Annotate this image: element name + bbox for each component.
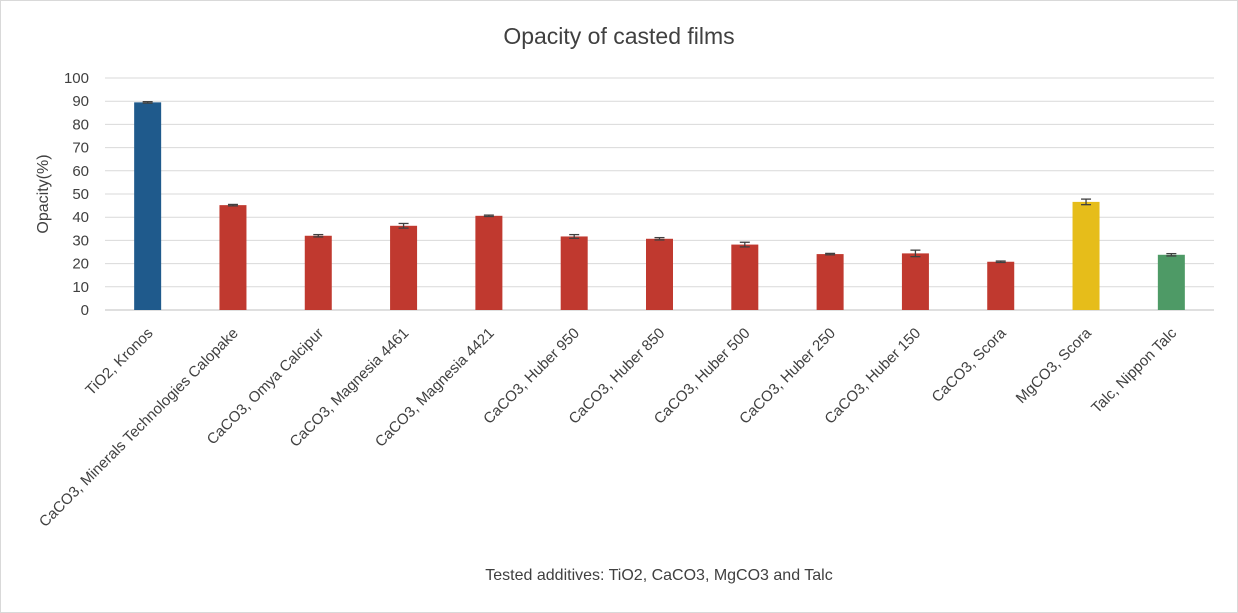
y-tick-label: 10 xyxy=(72,279,89,296)
error-bar xyxy=(227,203,238,207)
error-bar xyxy=(910,249,921,258)
bar xyxy=(646,238,673,310)
x-tick-label: CaCO3, Huber 150 xyxy=(821,325,924,428)
bar xyxy=(1072,201,1100,310)
bar xyxy=(901,253,929,310)
y-tick-label: 80 xyxy=(72,116,89,133)
x-tick-label: MgCO3, Scora xyxy=(1013,324,1096,407)
error-bar xyxy=(142,101,153,104)
error-bar xyxy=(654,236,665,241)
x-tick-label: Talc, Nippon Talc xyxy=(1088,324,1180,416)
bars xyxy=(134,102,1185,310)
y-tick-label: 40 xyxy=(72,209,89,226)
x-tick-label: CaCO3, Scora xyxy=(929,324,1010,405)
x-tick-label: TiO2, Kronos xyxy=(82,325,156,399)
error-bar xyxy=(569,233,580,239)
error-bar xyxy=(313,233,324,238)
error-bar xyxy=(1081,198,1092,206)
bar xyxy=(390,225,418,310)
y-tick-label: 100 xyxy=(64,70,89,87)
y-tick-label: 30 xyxy=(72,232,89,249)
error-bar xyxy=(739,241,750,248)
y-tick-label: 90 xyxy=(72,93,89,110)
y-tick-label: 60 xyxy=(72,163,89,180)
y-tick-label: 20 xyxy=(72,256,89,273)
bar xyxy=(1157,254,1185,310)
error-bars xyxy=(142,101,1177,264)
bar xyxy=(304,235,332,310)
y-axis-title: Opacity(%) xyxy=(35,154,52,233)
y-axis-ticks: 0 10 20 30 40 50 60 70 80 90 100 xyxy=(64,70,89,319)
chart-title: Opacity of casted films xyxy=(503,23,734,49)
bar xyxy=(816,254,844,310)
y-tick-label: 0 xyxy=(81,302,89,319)
error-bar xyxy=(483,214,494,218)
bar xyxy=(731,244,759,310)
error-bar xyxy=(995,260,1006,264)
error-bar xyxy=(398,222,409,229)
bar xyxy=(219,205,247,310)
bar xyxy=(987,261,1015,310)
y-tick-label: 50 xyxy=(72,186,89,203)
y-tick-label: 70 xyxy=(72,140,89,157)
x-axis-title: Tested additives: TiO2, CaCO3, MgCO3 and… xyxy=(485,567,832,584)
bar xyxy=(475,215,503,310)
error-bar xyxy=(825,252,836,256)
gridlines xyxy=(105,77,1214,311)
bar xyxy=(134,102,162,310)
bar xyxy=(560,236,588,310)
error-bar xyxy=(1166,252,1177,257)
